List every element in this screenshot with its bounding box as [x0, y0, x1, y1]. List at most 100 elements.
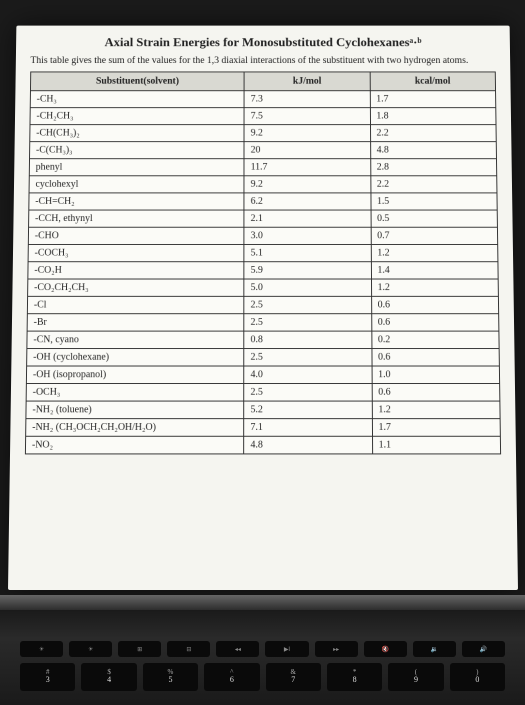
- cell-substituent: -NH₂ (CH₃OCH₂CH₂OH/H₂O): [25, 419, 243, 437]
- number-key[interactable]: %5: [143, 663, 198, 691]
- cell-kjmol: 20: [244, 142, 370, 159]
- table-row: cyclohexyl9.22.2: [29, 176, 497, 193]
- laptop-keyboard: ☀ ☀ ⊞ ⊟ ◂◂ ▶‖ ▸▸ 🔇 🔉 🔊 #3$4%5^6&7*8(9)0: [0, 610, 525, 705]
- cell-kjmol: 2.5: [244, 349, 372, 366]
- function-key[interactable]: ◂◂: [216, 641, 259, 657]
- function-key[interactable]: ▶‖: [265, 641, 308, 657]
- cell-substituent: -C(CH₃)₃: [29, 142, 244, 159]
- cell-kcalmol: 1.2: [371, 401, 499, 419]
- table-title: Axial Strain Energies for Monosubstitute…: [30, 35, 495, 50]
- cell-kjmol: 2.5: [244, 296, 371, 313]
- col-substituent: Substituent(solvent): [30, 72, 244, 91]
- cell-kjmol: 5.0: [244, 279, 371, 296]
- number-key[interactable]: (9: [388, 663, 443, 691]
- cell-substituent: -OH (isopropanol): [26, 366, 244, 384]
- table-row: -CCH, ethynyl2.10.5: [28, 210, 497, 227]
- table-row: -CH₂CH₃7.51.8: [29, 108, 495, 125]
- cell-kcalmol: 4.8: [370, 142, 496, 159]
- cell-kjmol: 4.0: [244, 366, 372, 384]
- cell-substituent: -Cl: [27, 296, 244, 313]
- cell-substituent: -CH=CH₂: [28, 193, 243, 210]
- function-key[interactable]: ☀: [69, 641, 112, 657]
- cell-kjmol: 6.2: [244, 193, 370, 210]
- number-key-row: #3$4%5^6&7*8(9)0: [20, 663, 505, 691]
- cell-substituent: phenyl: [29, 159, 244, 176]
- cell-kcalmol: 0.6: [371, 296, 498, 313]
- cell-substituent: -CH₂CH₃: [29, 108, 243, 125]
- cell-kcalmol: 2.8: [370, 159, 496, 176]
- cell-kcalmol: 1.2: [370, 244, 497, 261]
- cell-substituent: -CH₃: [30, 91, 244, 108]
- cell-kcalmol: 1.4: [371, 262, 498, 279]
- col-kcalmol: kcal/mol: [369, 72, 495, 91]
- number-key[interactable]: *8: [327, 663, 382, 691]
- cell-kjmol: 2.5: [244, 314, 371, 331]
- table-row: -COCH₃5.11.2: [28, 244, 498, 261]
- table-row: -OCH₃2.50.6: [26, 384, 500, 402]
- cell-substituent: -CH(CH₃)₂: [29, 125, 244, 142]
- cell-kjmol: 2.1: [244, 210, 371, 227]
- table-row: -C(CH₃)₃204.8: [29, 142, 496, 159]
- function-key[interactable]: ▸▸: [315, 641, 358, 657]
- cell-kcalmol: 0.6: [371, 349, 499, 366]
- number-key[interactable]: )0: [450, 663, 505, 691]
- table-row: -Cl2.50.6: [27, 296, 498, 313]
- cell-kjmol: 7.3: [244, 91, 370, 108]
- function-key[interactable]: 🔇: [364, 641, 407, 657]
- cell-kjmol: 9.2: [244, 176, 370, 193]
- number-key[interactable]: #3: [20, 663, 75, 691]
- function-key[interactable]: ☀: [20, 641, 63, 657]
- cell-kjmol: 2.5: [244, 384, 372, 402]
- number-key[interactable]: &7: [266, 663, 321, 691]
- table-row: -CH=CH₂6.21.5: [28, 193, 496, 210]
- table-row: -CH₃7.31.7: [30, 91, 496, 108]
- table-row: -OH (isopropanol)4.01.0: [26, 366, 499, 384]
- cell-kjmol: 4.8: [243, 436, 371, 454]
- table-row: -NO₂4.81.1: [25, 436, 500, 454]
- function-key[interactable]: 🔊: [462, 641, 505, 657]
- table-subtitle: This table gives the sum of the values f…: [30, 56, 495, 66]
- cell-kcalmol: 1.1: [372, 436, 500, 454]
- cell-kjmol: 5.9: [244, 262, 371, 279]
- number-key[interactable]: ^6: [204, 663, 259, 691]
- function-key-row: ☀ ☀ ⊞ ⊟ ◂◂ ▶‖ ▸▸ 🔇 🔉 🔊: [20, 641, 505, 657]
- cell-kcalmol: 0.6: [371, 384, 499, 402]
- cell-kcalmol: 0.5: [370, 210, 497, 227]
- table-row: -CH(CH₃)₂9.22.2: [29, 125, 495, 142]
- cell-substituent: -CCH, ethynyl: [28, 210, 244, 227]
- cell-substituent: -NO₂: [25, 436, 244, 454]
- cell-kcalmol: 1.2: [371, 279, 498, 296]
- cell-substituent: -NH₂ (toluene): [25, 401, 243, 419]
- function-key[interactable]: 🔉: [413, 641, 456, 657]
- cell-substituent: -OH (cyclohexane): [26, 349, 243, 366]
- cell-kcalmol: 1.7: [372, 419, 500, 437]
- cell-substituent: -CO₂H: [27, 262, 243, 279]
- document-page: Axial Strain Energies for Monosubstitute…: [8, 26, 518, 590]
- number-key[interactable]: $4: [81, 663, 136, 691]
- cell-kcalmol: 0.7: [370, 227, 497, 244]
- cell-kjmol: 3.0: [244, 227, 371, 244]
- cell-kcalmol: 0.6: [371, 314, 499, 331]
- table-row: -CN, cyano0.80.2: [26, 331, 498, 348]
- cell-kjmol: 0.8: [244, 331, 372, 348]
- table-header-row: Substituent(solvent) kJ/mol kcal/mol: [30, 72, 495, 91]
- table-row: -NH₂ (toluene)5.21.2: [25, 401, 499, 419]
- table-row: -CO₂CH₂CH₃5.01.2: [27, 279, 498, 296]
- table-row: -NH₂ (CH₃OCH₂CH₂OH/H₂O)7.11.7: [25, 419, 500, 437]
- cell-kcalmol: 1.5: [370, 193, 497, 210]
- cell-kcalmol: 1.7: [369, 91, 495, 108]
- table-row: phenyl11.72.8: [29, 159, 496, 176]
- function-key[interactable]: ⊟: [167, 641, 210, 657]
- cell-substituent: -COCH₃: [28, 244, 244, 261]
- strain-energy-table: Substituent(solvent) kJ/mol kcal/mol -CH…: [24, 71, 500, 454]
- cell-substituent: -CN, cyano: [26, 331, 243, 348]
- cell-kcalmol: 2.2: [370, 125, 496, 142]
- cell-kjmol: 9.2: [244, 125, 370, 142]
- cell-kjmol: 7.1: [243, 419, 371, 437]
- function-key[interactable]: ⊞: [118, 641, 161, 657]
- cell-substituent: cyclohexyl: [29, 176, 244, 193]
- cell-kcalmol: 0.2: [371, 331, 499, 348]
- cell-substituent: -CO₂CH₂CH₃: [27, 279, 244, 296]
- cell-kjmol: 5.2: [244, 401, 372, 419]
- table-row: -OH (cyclohexane)2.50.6: [26, 349, 499, 366]
